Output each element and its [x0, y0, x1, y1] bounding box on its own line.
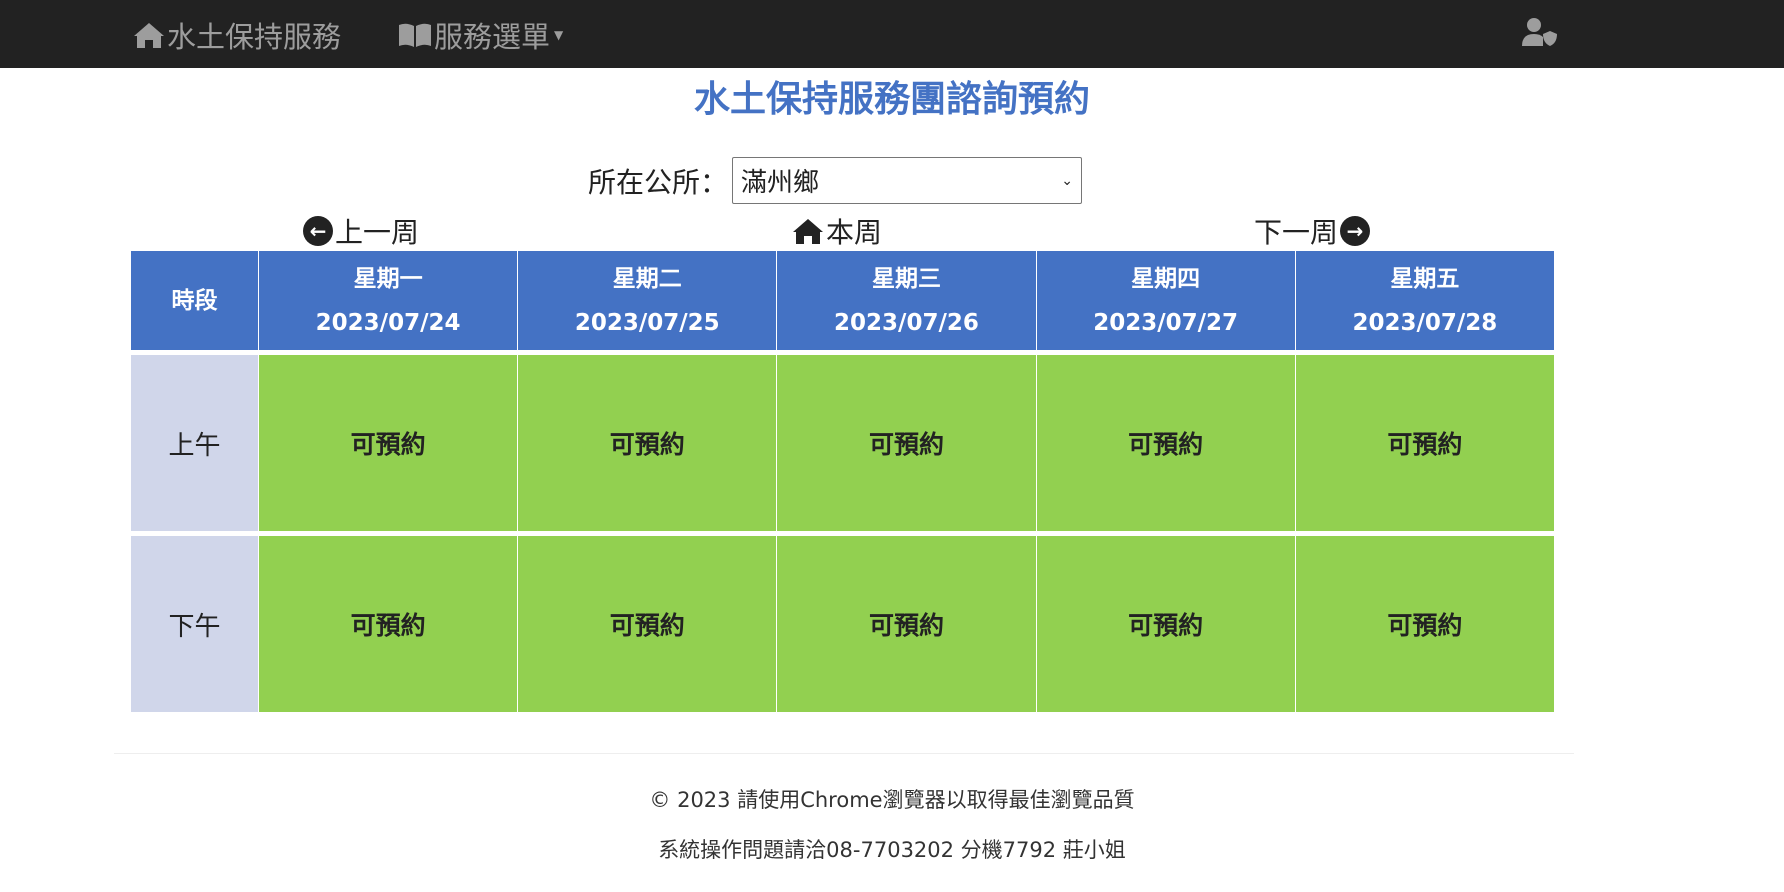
office-selected-value: 滿州鄉 — [741, 168, 820, 198]
date: 2023/07/24 — [315, 309, 461, 336]
office-select[interactable]: 滿州鄉 ⌄ — [732, 157, 1083, 204]
table-row-morning: 上午 可預約 可預約 可預約 可預約 可預約 — [131, 350, 1554, 531]
home-icon — [134, 23, 164, 48]
available-slot[interactable]: 可預約 — [1035, 531, 1295, 712]
slot-label: 下午 — [131, 531, 258, 712]
day-header: 星期四 2023/07/27 — [1035, 251, 1295, 350]
next-week-label: 下一周 — [1254, 216, 1339, 249]
footer-copyright: © 2023 請使用Chrome瀏覽器以取得最佳瀏覽品質 — [649, 788, 1135, 812]
slot-label: 上午 — [131, 350, 258, 531]
current-week-link[interactable]: 本周 — [792, 211, 882, 251]
schedule-table: 時段 星期一 2023/07/24 星期二 2023/07/25 星期三 2023/0… — [131, 251, 1554, 712]
user-login-button[interactable] — [1522, 17, 1558, 51]
available-slot[interactable]: 可預約 — [258, 350, 518, 531]
day-header: 星期三 2023/07/26 — [776, 251, 1036, 350]
office-label: 所在公所： — [588, 165, 729, 199]
available-slot[interactable]: 可預約 — [776, 350, 1036, 531]
weekday: 星期二 — [612, 265, 682, 292]
available-slot[interactable]: 可預約 — [517, 531, 777, 712]
weekday: 星期五 — [1390, 265, 1460, 292]
navbar: 水土保持服務 服務選單 ▼ — [0, 0, 1784, 68]
available-slot[interactable]: 可預約 — [1294, 350, 1554, 531]
brand-label: 水土保持服務 — [167, 20, 342, 54]
day-header: 星期二 2023/07/25 — [517, 251, 777, 350]
service-menu-label: 服務選單 — [434, 20, 551, 54]
book-icon — [399, 23, 431, 47]
current-week-label: 本周 — [826, 216, 883, 249]
date: 2023/07/27 — [1093, 309, 1239, 336]
available-slot[interactable]: 可預約 — [1035, 350, 1295, 531]
chevron-down-icon: ⌄ — [1061, 172, 1074, 189]
table-row-afternoon: 下午 可預約 可預約 可預約 可預約 可預約 — [131, 531, 1554, 712]
available-slot[interactable]: 可預約 — [258, 531, 518, 712]
arrow-circle-left-icon: ← — [303, 216, 333, 246]
date: 2023/07/26 — [834, 309, 979, 336]
prev-week-label: 上一周 — [335, 216, 420, 249]
weekday: 星期三 — [871, 265, 941, 292]
next-week-link[interactable]: 下一周 → — [1254, 211, 1371, 251]
day-header: 星期五 2023/07/28 — [1294, 251, 1554, 350]
available-slot[interactable]: 可預約 — [1294, 531, 1554, 712]
brand-link[interactable]: 水土保持服務 — [133, 14, 341, 56]
day-header: 星期一 2023/07/24 — [258, 251, 518, 350]
footer-contact: 系統操作問題請洽08-7703202 分機7792 莊小姐 — [658, 838, 1126, 862]
available-slot[interactable]: 可預約 — [517, 350, 777, 531]
available-slot[interactable]: 可預約 — [776, 531, 1036, 712]
office-selector: 所在公所： 滿州鄉 ⌄ — [588, 157, 1083, 204]
slot-header: 時段 — [131, 251, 258, 350]
home-icon — [793, 219, 823, 244]
date: 2023/07/25 — [574, 309, 720, 336]
date: 2023/07/28 — [1352, 309, 1498, 336]
weekday: 星期四 — [1131, 265, 1201, 292]
page-title: 水土保持服務團諮詢預約 — [693, 79, 1090, 120]
user-shield-icon — [1522, 18, 1557, 46]
arrow-circle-right-icon: → — [1340, 216, 1371, 246]
prev-week-link[interactable]: ← 上一周 — [303, 211, 419, 251]
weekday: 星期一 — [353, 265, 423, 292]
footer-divider — [114, 753, 1574, 754]
header-row: 時段 星期一 2023/07/24 星期二 2023/07/25 星期三 2023/0… — [131, 251, 1554, 350]
caret-down-icon: ▼ — [554, 28, 564, 42]
service-menu-dropdown[interactable]: 服務選單 ▼ — [398, 14, 563, 56]
